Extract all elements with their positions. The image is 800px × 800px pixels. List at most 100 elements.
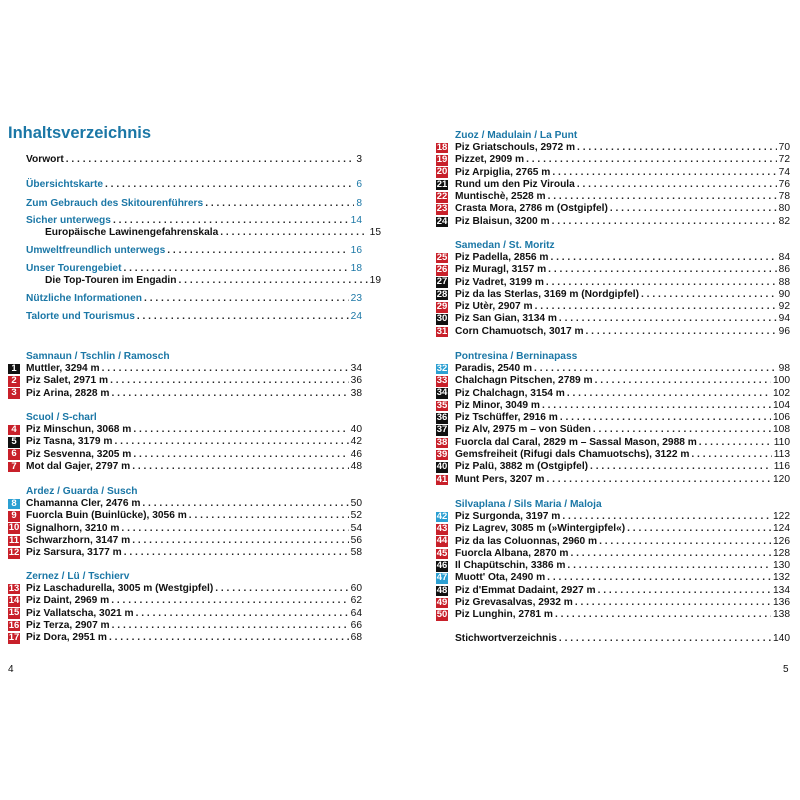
toc-entry[interactable]: Piz Padella, 2856 m 84 25	[436, 252, 790, 264]
toc-entry[interactable]: Piz Chalchagn, 3154 m 102 34	[436, 388, 790, 400]
entry-page: 38	[350, 387, 362, 399]
toc-entry[interactable]: Gemsfreiheit (Rifugi dals Chamuotschs), …	[436, 449, 790, 461]
entry-page: 94	[778, 313, 790, 325]
entry-title: Piz d'Emmat Dadaint, 2927 m	[455, 584, 596, 596]
toc-entry[interactable]: Piz Griatschouls, 2972 m 70 18	[436, 142, 790, 154]
toc-entry[interactable]: Piz Muragl, 3157 m 86 26	[436, 264, 790, 276]
toc-entry[interactable]: Muntischè, 2528 m 78 22	[436, 191, 790, 203]
toc-entry[interactable]: Il Chapütschin, 3386 m 130 46	[436, 560, 790, 572]
tour-number-badge: 36	[436, 412, 448, 424]
entry-page: 116	[773, 461, 790, 473]
entry-title: Piz Tschüffer, 2916 m	[455, 412, 558, 424]
dot-leader	[113, 215, 349, 227]
dot-leader	[610, 203, 777, 215]
toc-entry[interactable]: Vorwort 3	[26, 154, 362, 166]
entry-title: Piz Minor, 3049 m	[455, 399, 540, 411]
dot-leader	[535, 301, 777, 313]
section-heading: Zernez / Lü / Tschierv	[26, 571, 130, 582]
dot-leader	[167, 245, 348, 257]
toc-entry[interactable]: Piz Surgonda, 3197 m 122 42	[436, 511, 790, 523]
toc-entry[interactable]: Piz Tasna, 3179 m 42 5	[8, 436, 362, 448]
entry-page: 14	[350, 215, 362, 226]
toc-entry[interactable]: Piz Arpiglia, 2765 m 74 20	[436, 167, 790, 179]
toc-entry[interactable]: Piz Lagrev, 3085 m (»Wintergipfel«) 124 43	[436, 523, 790, 535]
entry-title: Piz Grevasalvas, 2932 m	[455, 597, 573, 609]
toc-entry[interactable]: Piz Blaisun, 3200 m 82 24	[436, 216, 790, 228]
tour-number-badge: 50	[436, 609, 448, 621]
toc-entry[interactable]: Piz Minor, 3049 m 104 35	[436, 399, 790, 412]
toc-entry[interactable]: Piz Vallatscha, 3021 m 64 15	[8, 608, 362, 620]
toc-entry[interactable]: Piz Salet, 2971 m 36 2	[8, 375, 362, 387]
entry-page: 84	[778, 252, 790, 263]
dot-leader	[123, 263, 348, 275]
toc-entry[interactable]: Piz Utèr, 2907 m 92 29	[436, 301, 790, 313]
toc-entry[interactable]: Sicher unterwegs 14	[26, 215, 362, 227]
entry-title: Piz Sesvenna, 3205 m	[26, 448, 132, 460]
toc-entry[interactable]: Chalchagn Pitschen, 2789 m 100 33	[436, 375, 790, 387]
toc-entry[interactable]: Piz Daint, 2969 m 62 14	[8, 595, 362, 607]
toc-entry[interactable]: Munt Pers, 3207 m 120 41	[436, 474, 790, 486]
toc-entry[interactable]: Fuorcla Albana, 2870 m 128 45	[436, 548, 790, 560]
entry-title: Piz Arina, 2828 m	[26, 387, 110, 399]
tour-number-badge: 27	[436, 276, 448, 288]
toc-entry[interactable]: Piz Sesvenna, 3205 m 46 6	[8, 448, 362, 461]
toc-entry[interactable]: Piz Grevasalvas, 2932 m 136 49	[436, 597, 790, 609]
toc-entry[interactable]: Crasta Mora, 2786 m (Ostgipfel) 80 23	[436, 203, 790, 215]
toc-entry[interactable]: Piz Lunghin, 2781 m 138 50	[436, 609, 790, 621]
toc-entry[interactable]: Die Top-Touren im Engadin 19	[26, 275, 381, 287]
page-number-left: 4	[8, 664, 14, 675]
toc-entry[interactable]: Piz Minschun, 3068 m 40 4	[8, 424, 362, 436]
dot-leader	[567, 560, 771, 572]
toc-entry[interactable]: Schwarzhorn, 3147 m 56 11	[8, 535, 362, 547]
toc-entry[interactable]: Unser Tourengebiet 18	[26, 263, 362, 275]
entry-title: Umweltfreundlich unterwegs	[26, 245, 166, 256]
toc-entry[interactable]: Übersichtskarte 6	[26, 179, 362, 191]
toc-entry[interactable]: Mot dal Gajer, 2797 m 48 7	[8, 460, 362, 473]
toc-entry[interactable]: Muttler, 3294 m 34 1	[8, 363, 362, 375]
entry-page: 18	[350, 263, 362, 274]
toc-entry[interactable]: Piz Vadret, 3199 m 88 27	[436, 277, 790, 289]
toc-entry[interactable]: Pizzet, 2909 m 72 19	[436, 154, 790, 166]
toc-entry[interactable]: Piz Arina, 2828 m 38 3	[8, 387, 362, 400]
entry-page: 23	[350, 293, 362, 304]
dot-leader	[546, 474, 771, 486]
toc-entry[interactable]: Corn Chamuotsch, 3017 m 96 31	[436, 326, 790, 338]
toc-entry[interactable]: Piz Terza, 2907 m 66 16	[8, 620, 362, 632]
toc-entry[interactable]: Piz Alv, 2975 m – von Süden 108 37	[436, 424, 790, 436]
toc-entry[interactable]: Signalhorn, 3210 m 54 10	[8, 523, 362, 535]
toc-entry[interactable]: Piz Tschüffer, 2916 m 106 36	[436, 412, 790, 424]
toc-entry[interactable]: Europäische Lawinengefahrenskala 15	[26, 227, 381, 239]
toc-entry[interactable]: Talorte und Tourismus 24	[26, 311, 362, 323]
toc-entry[interactable]: Chamanna Cler, 2476 m 50 8	[8, 498, 362, 510]
entry-title: Mot dal Gajer, 2797 m	[26, 460, 131, 472]
dot-leader	[144, 293, 349, 305]
toc-entry[interactable]: Stichwortverzeichnis 140	[455, 633, 790, 645]
toc-entry[interactable]: Piz Laschadurella, 3005 m (Westgipfel) 60…	[8, 583, 362, 595]
dot-leader	[189, 510, 349, 522]
entry-page: 78	[778, 191, 790, 203]
toc-entry[interactable]: Muott' Ota, 2490 m 132 47	[436, 572, 790, 584]
entry-page: 60	[350, 583, 362, 594]
toc-entry[interactable]: Piz San Gian, 3134 m 94 30	[436, 313, 790, 325]
page-number-right: 5	[783, 664, 789, 675]
toc-entry[interactable]: Umweltfreundlich unterwegs 16	[26, 245, 362, 257]
toc-entry[interactable]: Fuorcla dal Caral, 2829 m – Sassal Mason…	[436, 437, 790, 449]
entry-title: Pizzet, 2909 m	[455, 154, 525, 166]
dot-leader	[121, 523, 348, 535]
toc-entry[interactable]: Piz da las Sterlas, 3169 m (Nordgipfel) 9…	[436, 289, 790, 301]
tour-number-badge: 49	[436, 596, 448, 609]
tour-number-badge: 26	[436, 264, 448, 276]
toc-entry[interactable]: Piz Sarsura, 3177 m 58 12	[8, 547, 362, 559]
toc-entry[interactable]: Piz Palü, 3882 m (Ostgipfel) 116 40	[436, 461, 790, 473]
toc-entry[interactable]: Piz Dora, 2951 m 68 17	[8, 632, 362, 644]
toc-entry[interactable]: Piz da las Coluonnas, 2960 m 126 44	[436, 536, 790, 548]
toc-entry[interactable]: Paradis, 2540 m 98 32	[436, 363, 790, 375]
tour-number-badge: 18	[436, 141, 448, 154]
toc-entry[interactable]: Rund um den Piz Viroula 76 21	[436, 178, 790, 191]
toc-entry[interactable]: Zum Gebrauch des Skitourenführers 8	[26, 198, 362, 210]
toc-entry[interactable]: Nützliche Informationen 23	[26, 293, 362, 305]
tour-number-badge: 11	[8, 534, 20, 547]
toc-entry[interactable]: Fuorcla Buin (Buinlücke), 3056 m 52 9	[8, 510, 362, 522]
entry-title: Rund um den Piz Viroula	[455, 178, 575, 190]
toc-entry[interactable]: Piz d'Emmat Dadaint, 2927 m 134 48	[436, 584, 790, 597]
